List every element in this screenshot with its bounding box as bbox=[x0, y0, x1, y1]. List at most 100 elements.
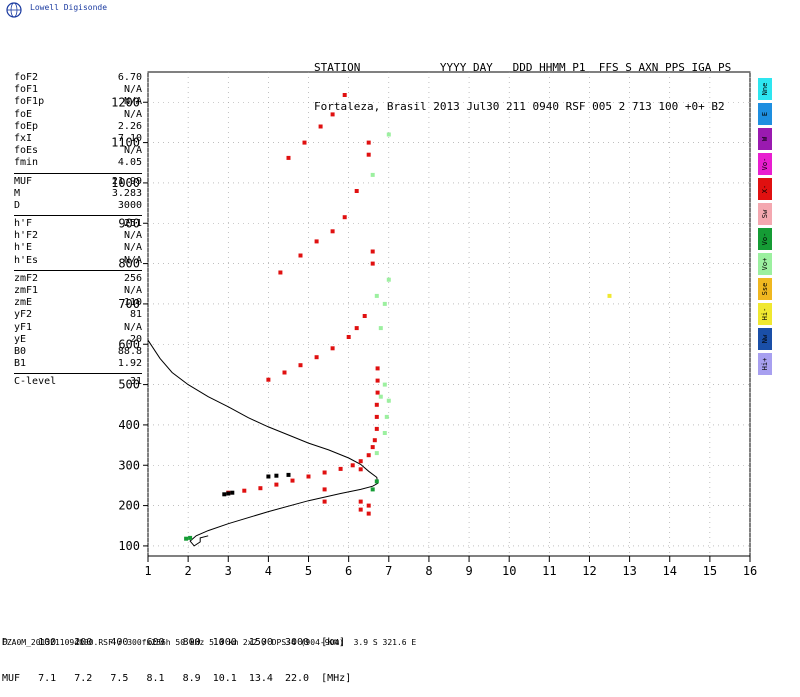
legend-label: Sse bbox=[761, 282, 769, 296]
param-group: foF2 6.70 foF1 N/A foF1p N/A foE N/A foEp 2.26 fxI… bbox=[14, 72, 142, 174]
param-row: fmin 4.05 bbox=[14, 157, 142, 169]
echo-point bbox=[314, 355, 319, 360]
param-group: h'F 251 h'F2 N/A h'E N/A h'Es N/A bbox=[14, 218, 142, 271]
param-name: fmin bbox=[14, 157, 39, 169]
param-name: yF2 bbox=[14, 309, 33, 321]
x-tick-label: 1 bbox=[144, 564, 151, 578]
param-row: fxI 7.10 bbox=[14, 133, 142, 145]
param-name: yE bbox=[14, 333, 27, 345]
echo-point bbox=[366, 152, 371, 157]
param-name: h'F bbox=[14, 218, 33, 230]
echo-point bbox=[318, 124, 323, 129]
param-row: zmE 110 bbox=[14, 297, 142, 309]
param-group: MUF 21.99 M 3.283 D 3000 bbox=[14, 176, 142, 217]
param-name: zmE bbox=[14, 297, 33, 309]
param-row: foF1p N/A bbox=[14, 96, 142, 108]
y-tick-label: 700 bbox=[118, 297, 140, 311]
param-value: 3000 bbox=[117, 199, 142, 211]
header-values: Fortaleza, Brasil 2013 Jul30 211 0940 RS… bbox=[314, 100, 725, 113]
param-value: 1.92 bbox=[117, 358, 142, 370]
param-value: N/A bbox=[123, 321, 142, 333]
echo-legend: Nne E W Vo- X- Sw Vo- Vo+ Sse Hi- Nw Hi+ bbox=[758, 78, 772, 378]
param-row: zmF2 256 bbox=[14, 273, 142, 285]
globe-icon bbox=[6, 2, 22, 18]
y-tick-label: 600 bbox=[118, 337, 140, 351]
distance-value: 600 bbox=[128, 637, 165, 648]
echo-point bbox=[374, 479, 379, 484]
param-value: 256 bbox=[123, 272, 142, 284]
echo-point bbox=[298, 253, 303, 258]
param-name: C-level bbox=[14, 376, 57, 388]
y-tick-label: 900 bbox=[118, 216, 140, 230]
param-name: B1 bbox=[14, 358, 27, 370]
echo-point bbox=[274, 482, 279, 487]
param-name: foEs bbox=[14, 145, 39, 157]
muf-value: 13.4 bbox=[236, 673, 273, 684]
echo-point bbox=[222, 492, 227, 497]
echo-point bbox=[374, 414, 379, 419]
echo-point bbox=[330, 346, 335, 351]
legend-label: Vo+ bbox=[761, 257, 769, 271]
echo-point bbox=[362, 314, 367, 318]
param-value: N/A bbox=[123, 108, 142, 120]
distance-unit: [km] bbox=[321, 637, 346, 648]
muf-value: 10.1 bbox=[200, 673, 237, 684]
param-value: 6.70 bbox=[117, 72, 142, 83]
x-tick-label: 7 bbox=[385, 564, 392, 578]
param-name: D bbox=[14, 199, 21, 211]
x-tick-label: 12 bbox=[582, 564, 596, 578]
distance-value: 800 bbox=[164, 637, 201, 648]
echo-point bbox=[298, 363, 303, 368]
distance-value: 100 bbox=[8, 637, 57, 648]
param-value: 20 bbox=[129, 333, 142, 345]
echo-point bbox=[382, 301, 387, 306]
echo-point bbox=[374, 426, 379, 431]
legend-swatch: Nw bbox=[758, 328, 772, 350]
echo-point bbox=[366, 503, 371, 508]
echo-point bbox=[358, 459, 363, 464]
param-row: yF1 N/A bbox=[14, 322, 142, 334]
station-header: STATION YYYY DAY DDD HHMM P1 FFS S AXN P… bbox=[314, 35, 731, 126]
legend-swatch: Hi+ bbox=[758, 353, 772, 375]
echo-point bbox=[188, 535, 193, 540]
echo-point bbox=[330, 229, 335, 234]
muf-value: 8.9 bbox=[164, 673, 201, 684]
param-row: D 3000 bbox=[14, 200, 142, 212]
echo-point bbox=[358, 499, 363, 504]
param-name: foF2 bbox=[14, 72, 39, 83]
y-tick-label: 100 bbox=[118, 539, 140, 553]
legend-swatch: Vo- bbox=[758, 153, 772, 175]
legend-swatch: Vo+ bbox=[758, 253, 772, 275]
param-name: foF1p bbox=[14, 96, 45, 108]
param-name: yF1 bbox=[14, 321, 33, 333]
legend-label: Hi- bbox=[761, 307, 769, 321]
echo-point bbox=[370, 445, 375, 450]
param-row: foF1 N/A bbox=[14, 84, 142, 96]
param-value: 21.99 bbox=[111, 175, 142, 187]
param-group: zmF2 256 zmF1 N/A zmE 110 yF2 81 yF1 N/A yE 20 B0 88.… bbox=[14, 273, 142, 375]
muf-value: 7.1 bbox=[20, 673, 57, 684]
param-row: B1 1.92 bbox=[14, 358, 142, 370]
echo-point bbox=[330, 112, 335, 117]
distance-value: 1000 bbox=[200, 637, 237, 648]
param-value: 110 bbox=[123, 297, 142, 309]
param-value: N/A bbox=[123, 84, 142, 96]
echo-point bbox=[242, 488, 247, 493]
echo-point bbox=[378, 326, 383, 331]
echo-point bbox=[290, 478, 295, 483]
distance-values: 100 200 400 600 800 1000 1500 3000 bbox=[8, 637, 321, 648]
x-tick-label: 11 bbox=[542, 564, 556, 578]
muf-label: MUF bbox=[2, 673, 21, 684]
muf-unit: [MHz] bbox=[321, 673, 352, 684]
param-name: fxI bbox=[14, 132, 33, 144]
x-tick-label: 8 bbox=[425, 564, 432, 578]
legend-label: Vo- bbox=[761, 157, 769, 171]
echo-point bbox=[370, 172, 375, 177]
legend-label: Nne bbox=[761, 82, 769, 96]
legend-swatch: E bbox=[758, 103, 772, 125]
echo-point bbox=[374, 293, 379, 298]
x-tick-label: 9 bbox=[465, 564, 472, 578]
echo-point bbox=[278, 270, 283, 275]
param-value: N/A bbox=[123, 96, 142, 108]
y-tick-label: 400 bbox=[118, 418, 140, 432]
